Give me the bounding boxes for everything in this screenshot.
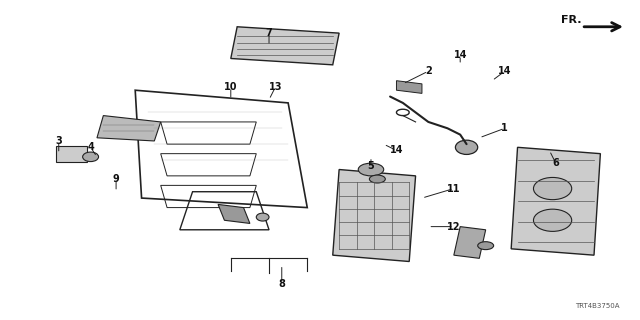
Text: 14: 14	[390, 146, 403, 156]
Text: 11: 11	[447, 184, 461, 194]
Text: 5: 5	[367, 161, 374, 171]
Text: 14: 14	[498, 66, 511, 76]
Ellipse shape	[534, 209, 572, 231]
Ellipse shape	[358, 163, 384, 176]
Text: 1: 1	[501, 123, 508, 133]
Text: 9: 9	[113, 174, 120, 184]
FancyBboxPatch shape	[56, 146, 88, 162]
Text: 10: 10	[224, 82, 237, 92]
Ellipse shape	[456, 140, 477, 155]
Text: 2: 2	[425, 66, 432, 76]
Text: 6: 6	[552, 158, 559, 168]
Text: 4: 4	[87, 142, 94, 152]
Polygon shape	[396, 81, 422, 93]
Text: 8: 8	[278, 279, 285, 289]
Polygon shape	[511, 147, 600, 255]
Polygon shape	[97, 116, 161, 141]
Ellipse shape	[477, 242, 493, 250]
Ellipse shape	[83, 152, 99, 162]
Polygon shape	[333, 170, 415, 261]
Polygon shape	[454, 227, 486, 258]
Ellipse shape	[369, 175, 385, 183]
Text: 3: 3	[56, 136, 62, 146]
Text: 7: 7	[266, 28, 273, 38]
Ellipse shape	[256, 213, 269, 221]
Ellipse shape	[534, 178, 572, 200]
Polygon shape	[218, 204, 250, 223]
Text: TRT4B3750A: TRT4B3750A	[575, 303, 620, 309]
Text: FR.: FR.	[561, 15, 581, 25]
Text: 14: 14	[453, 50, 467, 60]
Polygon shape	[231, 27, 339, 65]
Text: 12: 12	[447, 222, 461, 232]
Text: 13: 13	[269, 82, 282, 92]
